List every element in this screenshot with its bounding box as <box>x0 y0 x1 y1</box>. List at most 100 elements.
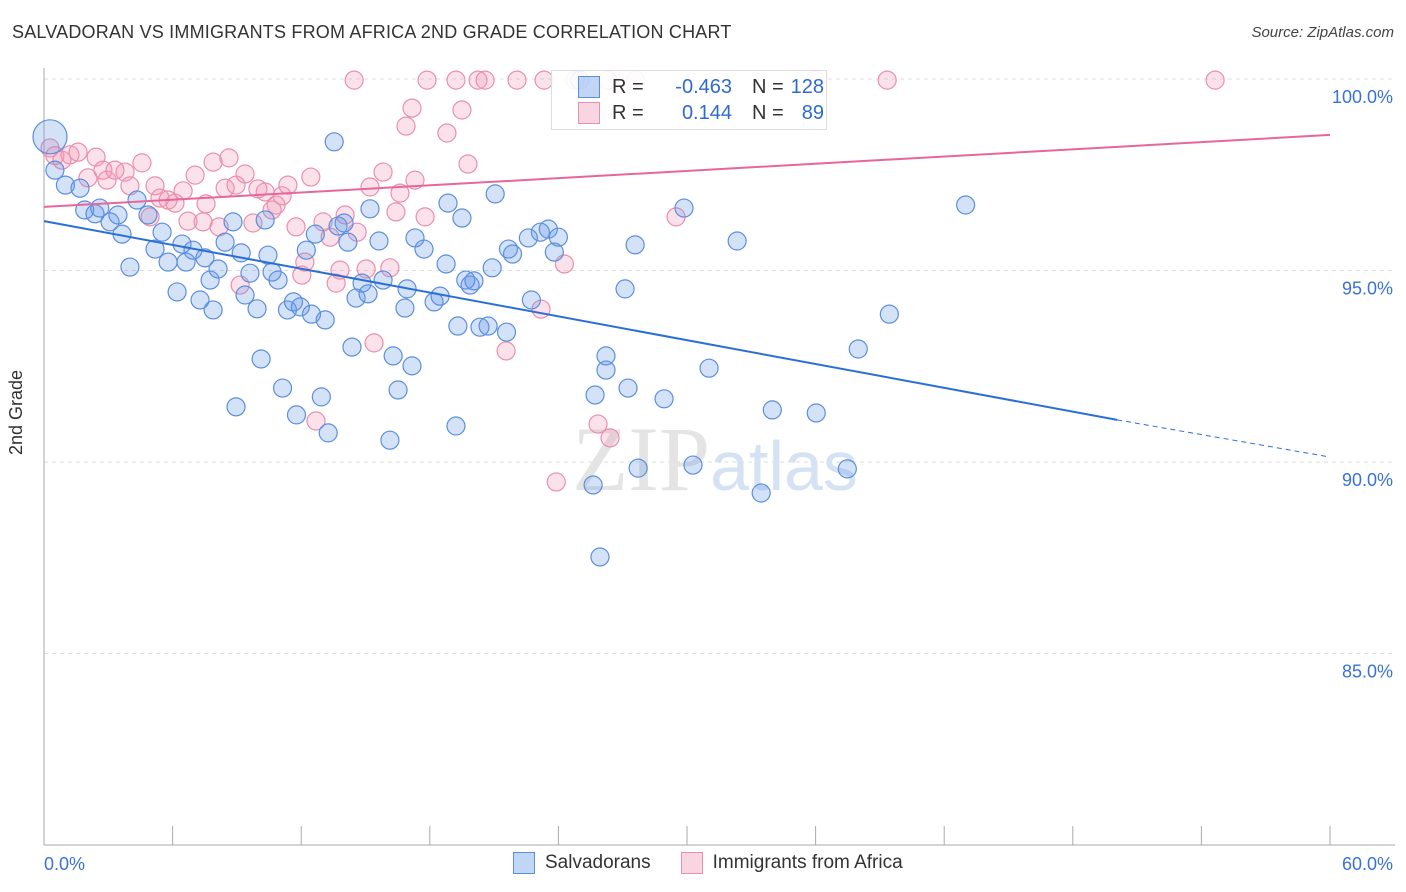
legend-swatch-blue <box>578 76 600 98</box>
data-point <box>1205 70 1225 90</box>
data-point <box>518 228 538 248</box>
data-point <box>173 181 193 201</box>
data-point <box>507 70 527 90</box>
data-point <box>203 152 223 172</box>
data-point <box>548 227 569 247</box>
series-salvadorans <box>32 70 976 567</box>
data-point <box>360 199 380 219</box>
y-tick-label: 100.0% <box>1332 87 1393 107</box>
data-point <box>383 346 403 366</box>
r-label: R = <box>612 101 644 124</box>
data-point <box>45 160 65 180</box>
data-point <box>251 349 271 369</box>
data-point <box>243 213 263 233</box>
data-point <box>306 411 326 431</box>
data-point <box>208 259 228 279</box>
data-point <box>369 231 389 251</box>
data-point <box>674 198 694 218</box>
data-point <box>373 162 393 182</box>
data-point <box>588 414 608 434</box>
data-point <box>266 195 286 215</box>
data-point <box>108 205 128 225</box>
series-legend: Salvadorans Immigrants from Africa <box>513 852 903 874</box>
data-point <box>344 70 364 90</box>
data-point <box>436 254 456 274</box>
data-point <box>615 279 635 299</box>
data-point <box>240 263 260 283</box>
y-tick-label: 95.0% <box>1342 279 1393 299</box>
data-point <box>315 310 335 330</box>
n-label: N = <box>752 101 784 124</box>
data-point <box>414 239 434 259</box>
chart-source: Source: ZipAtlas.com <box>1251 24 1394 41</box>
legend-swatch-africa <box>680 852 703 874</box>
data-point <box>167 282 187 302</box>
data-point <box>195 248 215 268</box>
legend-label-salvadorans: Salvadorans <box>545 852 651 873</box>
data-point <box>373 270 393 290</box>
n-value: 89 <box>801 101 824 124</box>
data-point <box>806 403 826 423</box>
data-point <box>219 148 239 168</box>
data-point <box>268 270 288 290</box>
data-point <box>496 341 516 361</box>
data-point <box>628 458 648 478</box>
n-label: N = <box>752 75 784 98</box>
data-point <box>395 298 415 318</box>
data-point <box>226 397 246 417</box>
data-point <box>97 170 117 190</box>
data-point <box>176 252 196 272</box>
data-point <box>458 154 478 174</box>
data-point <box>215 232 235 252</box>
data-point <box>301 167 321 187</box>
data-point <box>402 356 422 376</box>
data-point <box>152 222 172 242</box>
n-value: 128 <box>790 75 824 98</box>
data-point <box>356 259 376 279</box>
data-point <box>438 193 458 213</box>
data-point <box>158 252 178 272</box>
data-point <box>452 100 472 120</box>
data-point <box>145 239 165 259</box>
data-point <box>544 242 564 262</box>
data-point <box>625 235 645 255</box>
y-tick-label: 85.0% <box>1342 662 1393 682</box>
data-point <box>305 224 325 244</box>
data-point <box>318 423 338 443</box>
data-point <box>482 258 502 278</box>
data-point <box>320 227 340 247</box>
data-point <box>583 475 603 495</box>
legend-row-salvadorans: R = -0.463 N = 128 <box>578 74 824 100</box>
data-point <box>596 346 616 366</box>
data-point <box>596 360 616 380</box>
data-point <box>751 483 771 503</box>
data-point <box>386 202 406 222</box>
data-point <box>358 284 378 304</box>
data-point <box>203 300 223 320</box>
data-point <box>417 70 437 90</box>
data-point <box>324 132 344 152</box>
data-point <box>415 207 435 227</box>
data-point <box>521 290 541 310</box>
data-point <box>654 389 674 409</box>
data-point <box>683 455 703 475</box>
correlation-legend: R = -0.463 N = 128 R = 0.144 N = 89 <box>551 70 827 130</box>
y-axis-label: 2nd Grade <box>6 369 26 455</box>
data-point <box>120 257 140 277</box>
data-point <box>390 183 410 203</box>
data-point <box>727 231 747 251</box>
data-point <box>70 178 90 198</box>
data-point <box>55 175 76 195</box>
data-point <box>699 358 719 378</box>
data-point <box>334 213 354 233</box>
data-point <box>178 211 198 231</box>
data-point <box>193 212 213 232</box>
data-point <box>452 208 472 228</box>
legend-swatch-pink <box>578 102 600 124</box>
legend-label-africa: Immigrants from Africa <box>712 852 903 873</box>
trend-line-africa <box>43 133 1331 208</box>
data-point <box>380 258 400 278</box>
data-point <box>475 70 495 90</box>
